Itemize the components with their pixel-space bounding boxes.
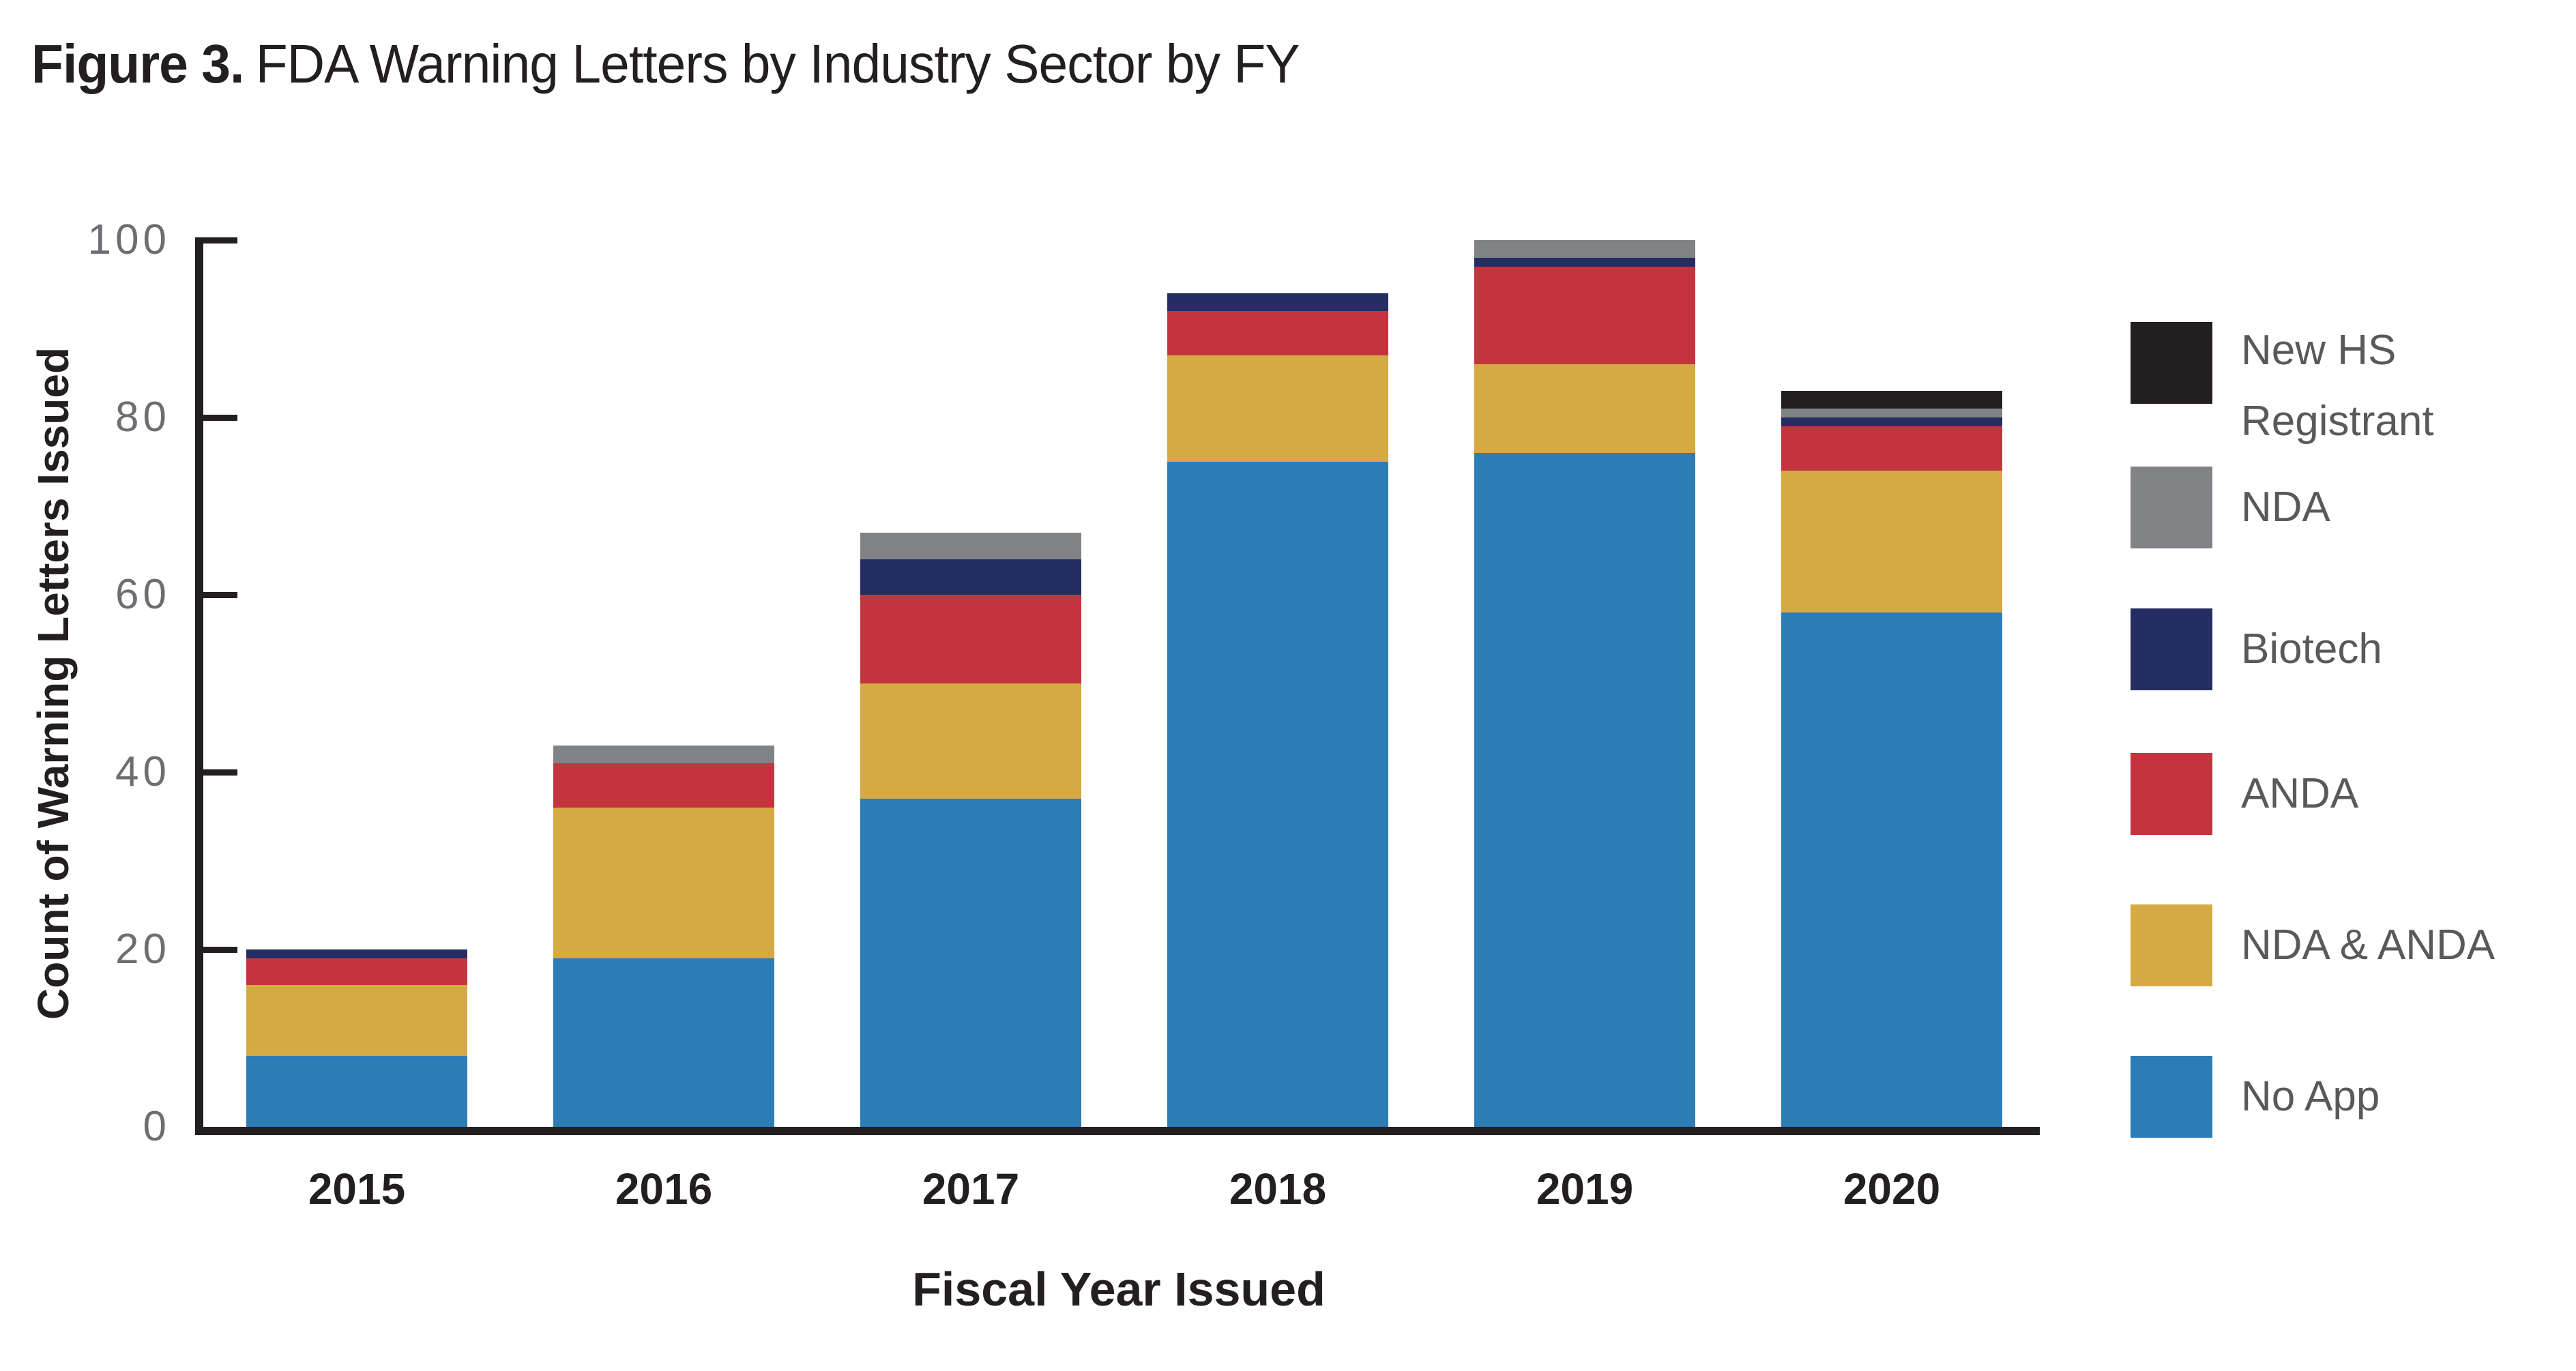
legend-swatch-anda <box>2131 753 2212 835</box>
y-tick-mark-80 <box>203 415 237 421</box>
bar-segment-2017-no-app <box>860 799 1081 1127</box>
y-axis-title: Count of Warning Letters Issued <box>29 347 78 1020</box>
legend-label-anda: ANDA <box>2241 770 2359 817</box>
bar-segment-2016-anda <box>553 763 774 808</box>
x-tick-label-2019: 2019 <box>1536 1164 1634 1213</box>
bar-segment-2015-no-app <box>246 1056 467 1127</box>
bar-segment-2017-biotech <box>860 559 1081 595</box>
bar-segment-2016-nda <box>553 746 774 763</box>
bar-segment-2019-anda <box>1474 267 1695 364</box>
bar-segment-2018-nda-anda <box>1167 355 1388 462</box>
legend-swatch-nda <box>2131 467 2212 548</box>
x-tick-label-2015: 2015 <box>308 1164 406 1213</box>
bar-segment-2019-biotech <box>1474 258 1695 267</box>
x-axis-title: Fiscal Year Issued <box>912 1263 1326 1316</box>
y-tick-label-40: 40 <box>115 748 171 795</box>
legend-swatch-no-app <box>2131 1056 2212 1138</box>
bar-segment-2016-nda-anda <box>553 808 774 958</box>
bar-segment-2020-no-app <box>1781 613 2002 1127</box>
bar-segment-2016-no-app <box>553 958 774 1127</box>
legend-label-biotech: Biotech <box>2241 625 2382 673</box>
bar-segment-2018-anda <box>1167 311 1388 355</box>
y-tick-label-100: 100 <box>87 216 171 263</box>
figure-number: Figure 3. <box>31 33 244 94</box>
x-axis-line <box>195 1127 2040 1135</box>
legend-label-no-app: No App <box>2241 1073 2380 1120</box>
x-tick-label-2018: 2018 <box>1229 1164 1327 1213</box>
y-tick-label-80: 80 <box>115 394 171 441</box>
bar-segment-2019-nda-anda <box>1474 364 1695 453</box>
figure-title: Figure 3. FDA Warning Letters by Industry… <box>31 33 1300 95</box>
bar-segment-2019-nda <box>1474 240 1695 258</box>
y-tick-mark-100 <box>203 237 237 244</box>
y-axis-line <box>195 237 203 1135</box>
legend-swatch-nda-anda <box>2131 904 2212 986</box>
bar-segment-2017-nda-anda <box>860 683 1081 799</box>
bar-segment-2015-anda <box>246 958 467 985</box>
y-tick-mark-40 <box>203 769 237 776</box>
bar-segment-2020-biotech <box>1781 417 2002 426</box>
bar-segment-2020-nda <box>1781 409 2002 417</box>
bar-segment-2015-nda-anda <box>246 985 467 1056</box>
bar-segment-2020-nda-anda <box>1781 471 2002 613</box>
bar-segment-2018-biotech <box>1167 293 1388 311</box>
y-tick-label-60: 60 <box>115 571 171 618</box>
y-tick-mark-20 <box>203 947 237 953</box>
bar-segment-2020-new-hs-registrant <box>1781 391 2002 409</box>
legend-swatch-biotech <box>2131 608 2212 690</box>
x-tick-label-2017: 2017 <box>922 1164 1020 1213</box>
y-tick-label-20: 20 <box>115 926 171 973</box>
figure-title-text: FDA Warning Letters by Industry Sector b… <box>255 33 1300 94</box>
bar-segment-2017-nda <box>860 533 1081 559</box>
legend-label-nda: NDA <box>2241 484 2330 531</box>
y-tick-mark-60 <box>203 592 237 598</box>
legend-label-new-hs-registrant: New HS Registrant <box>2241 327 2434 445</box>
x-tick-label-2016: 2016 <box>615 1164 713 1213</box>
x-tick-label-2020: 2020 <box>1843 1164 1941 1213</box>
bar-segment-2017-anda <box>860 595 1081 683</box>
bar-segment-2018-no-app <box>1167 462 1388 1127</box>
bar-segment-2019-no-app <box>1474 453 1695 1127</box>
y-tick-label-0: 0 <box>143 1103 171 1150</box>
legend-swatch-new-hs-registrant <box>2131 322 2212 404</box>
bar-segment-2020-anda <box>1781 426 2002 471</box>
bar-segment-2015-biotech <box>246 949 467 958</box>
legend-label-nda-anda: NDA & ANDA <box>2241 922 2496 969</box>
